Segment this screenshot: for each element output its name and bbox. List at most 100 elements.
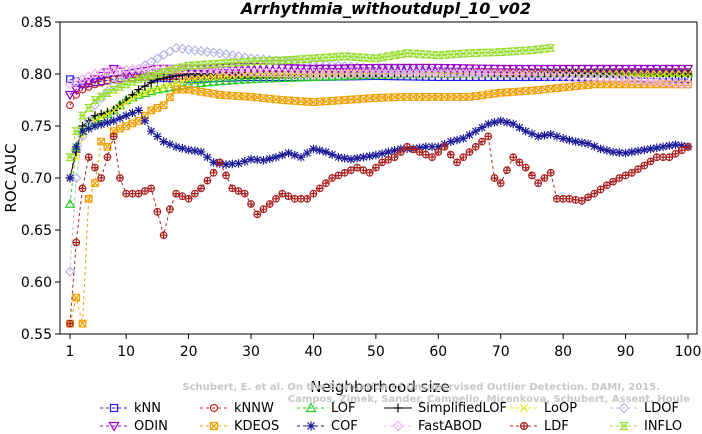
data-point xyxy=(121,111,131,120)
series-line xyxy=(69,83,688,324)
data-point xyxy=(370,63,382,74)
data-point xyxy=(152,84,163,94)
data-point xyxy=(202,60,213,69)
data-point xyxy=(203,176,212,185)
data-point xyxy=(677,141,687,151)
data-point xyxy=(420,63,432,74)
series-line xyxy=(69,72,688,205)
data-point xyxy=(215,158,224,167)
data-point xyxy=(226,63,238,73)
data-point xyxy=(577,197,586,205)
data-point xyxy=(670,64,681,75)
data-point xyxy=(552,132,562,141)
data-point xyxy=(565,82,574,91)
data-point xyxy=(258,73,269,83)
data-point xyxy=(607,64,619,75)
data-point xyxy=(147,106,156,115)
data-point xyxy=(465,92,474,101)
data-point xyxy=(676,64,688,75)
data-point xyxy=(434,142,443,152)
data-point xyxy=(671,149,680,158)
data-point xyxy=(109,132,118,141)
data-point xyxy=(657,64,669,75)
data-point xyxy=(301,64,313,75)
data-point xyxy=(433,51,444,60)
data-point xyxy=(240,189,249,198)
data-point xyxy=(277,55,288,67)
data-point xyxy=(140,116,150,126)
data-point xyxy=(640,161,649,170)
data-point xyxy=(651,76,662,87)
data-point xyxy=(220,49,232,60)
data-point xyxy=(290,194,299,203)
data-point xyxy=(609,177,617,186)
data-point xyxy=(251,73,263,83)
data-point xyxy=(195,45,207,57)
data-point xyxy=(682,64,694,75)
data-point xyxy=(220,75,232,85)
data-point xyxy=(446,50,456,59)
data-point xyxy=(626,64,638,75)
data-point xyxy=(333,52,344,61)
data-point xyxy=(663,64,675,75)
x-axis-ticks: 1 10 20 30 40 50 60 70 80 90 100 xyxy=(66,334,701,360)
data-point xyxy=(507,64,519,75)
data-point xyxy=(147,87,155,95)
data-point xyxy=(539,64,550,75)
data-point xyxy=(465,130,474,140)
data-point xyxy=(276,63,288,74)
data-point xyxy=(339,52,350,61)
data-point xyxy=(508,47,518,56)
data-point xyxy=(346,52,356,61)
data-point xyxy=(89,75,101,85)
x-tick-label: 1 xyxy=(66,344,75,360)
data-point xyxy=(408,63,419,74)
data-point xyxy=(221,59,231,68)
data-point xyxy=(577,81,586,90)
data-point xyxy=(590,141,599,151)
data-point xyxy=(177,63,188,72)
data-point xyxy=(684,142,692,151)
data-point xyxy=(533,132,543,141)
legend-item-knnw: kNNW xyxy=(200,401,274,416)
data-point xyxy=(265,94,274,103)
legend-item-kdeos: KDEOS xyxy=(200,419,279,434)
x-tick-label: 50 xyxy=(367,344,385,360)
legend-label: COF xyxy=(331,419,358,434)
data-point xyxy=(527,46,537,54)
data-point xyxy=(351,64,363,74)
data-point xyxy=(392,420,404,432)
data-point xyxy=(328,174,337,182)
data-point xyxy=(134,106,143,115)
data-point xyxy=(427,50,437,59)
data-point xyxy=(165,205,174,214)
data-point xyxy=(315,184,324,193)
data-point xyxy=(364,54,375,62)
data-point xyxy=(618,402,630,414)
data-point xyxy=(190,61,200,70)
data-point xyxy=(78,319,87,328)
data-point xyxy=(234,159,243,168)
data-point xyxy=(384,155,393,164)
data-point xyxy=(158,68,169,77)
data-point xyxy=(133,75,144,84)
y-tick-label: 0.85 xyxy=(21,15,52,31)
data-point xyxy=(664,141,674,151)
data-point xyxy=(103,107,112,117)
series-cof xyxy=(65,106,693,183)
data-point xyxy=(147,184,156,193)
legend-item-loop: LoOP xyxy=(510,401,577,416)
data-point xyxy=(95,71,107,82)
data-point xyxy=(478,137,486,146)
data-point xyxy=(72,238,81,247)
data-point xyxy=(615,174,624,182)
data-point xyxy=(501,64,513,75)
data-point xyxy=(327,53,337,62)
legend-label: FastABOD xyxy=(418,419,482,434)
data-point xyxy=(178,77,187,85)
data-point xyxy=(215,59,225,68)
data-point xyxy=(72,293,81,302)
series-ldf xyxy=(66,132,692,328)
data-point xyxy=(145,85,157,96)
data-point xyxy=(427,142,437,152)
